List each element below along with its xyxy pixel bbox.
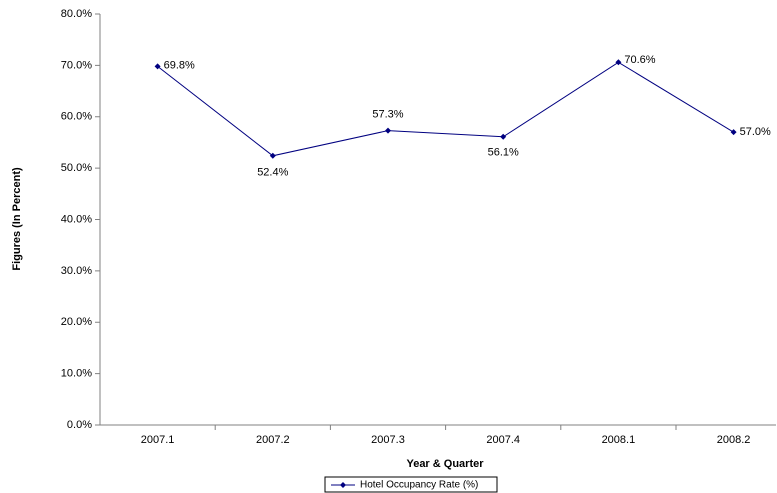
- legend-marker: [340, 482, 346, 488]
- y-tick-label: 70.0%: [61, 59, 92, 71]
- y-tick-label: 0.0%: [67, 419, 92, 431]
- value-label: 69.8%: [164, 59, 195, 71]
- y-tick-label: 10.0%: [61, 368, 92, 380]
- point-marker: [500, 133, 507, 140]
- point-marker: [615, 59, 622, 66]
- y-axis-title: Figures (In Percent): [11, 167, 23, 271]
- point-marker: [385, 127, 391, 134]
- point-marker: [730, 129, 737, 136]
- y-tick-label: 50.0%: [61, 162, 92, 174]
- x-tick-label: 2008.1: [602, 434, 636, 446]
- legend-label: Hotel Occupancy Rate (%): [360, 480, 478, 491]
- x-tick-label: 2007.3: [371, 434, 405, 446]
- y-tick-label: 60.0%: [61, 111, 92, 123]
- x-tick-label: 2007.1: [141, 434, 175, 446]
- y-tick-label: 30.0%: [61, 265, 92, 277]
- value-label: 70.6%: [624, 54, 655, 66]
- value-label: 52.4%: [257, 167, 288, 179]
- x-tick-label: 2008.2: [717, 434, 751, 446]
- value-label: 57.3%: [372, 109, 403, 121]
- point-marker: [269, 152, 276, 159]
- x-tick-label: 2007.4: [486, 434, 520, 446]
- value-label: 56.1%: [488, 147, 519, 159]
- x-tick-label: 2007.2: [256, 434, 290, 446]
- point-marker: [154, 63, 161, 70]
- legend-box: [324, 476, 498, 493]
- y-tick-label: 40.0%: [61, 213, 92, 225]
- series-line: [157, 61, 734, 157]
- y-tick-label: 80.0%: [61, 8, 92, 20]
- value-label: 57.0%: [740, 126, 771, 138]
- y-tick-label: 20.0%: [61, 316, 92, 328]
- x-axis-title: Year & Quarter: [406, 458, 484, 470]
